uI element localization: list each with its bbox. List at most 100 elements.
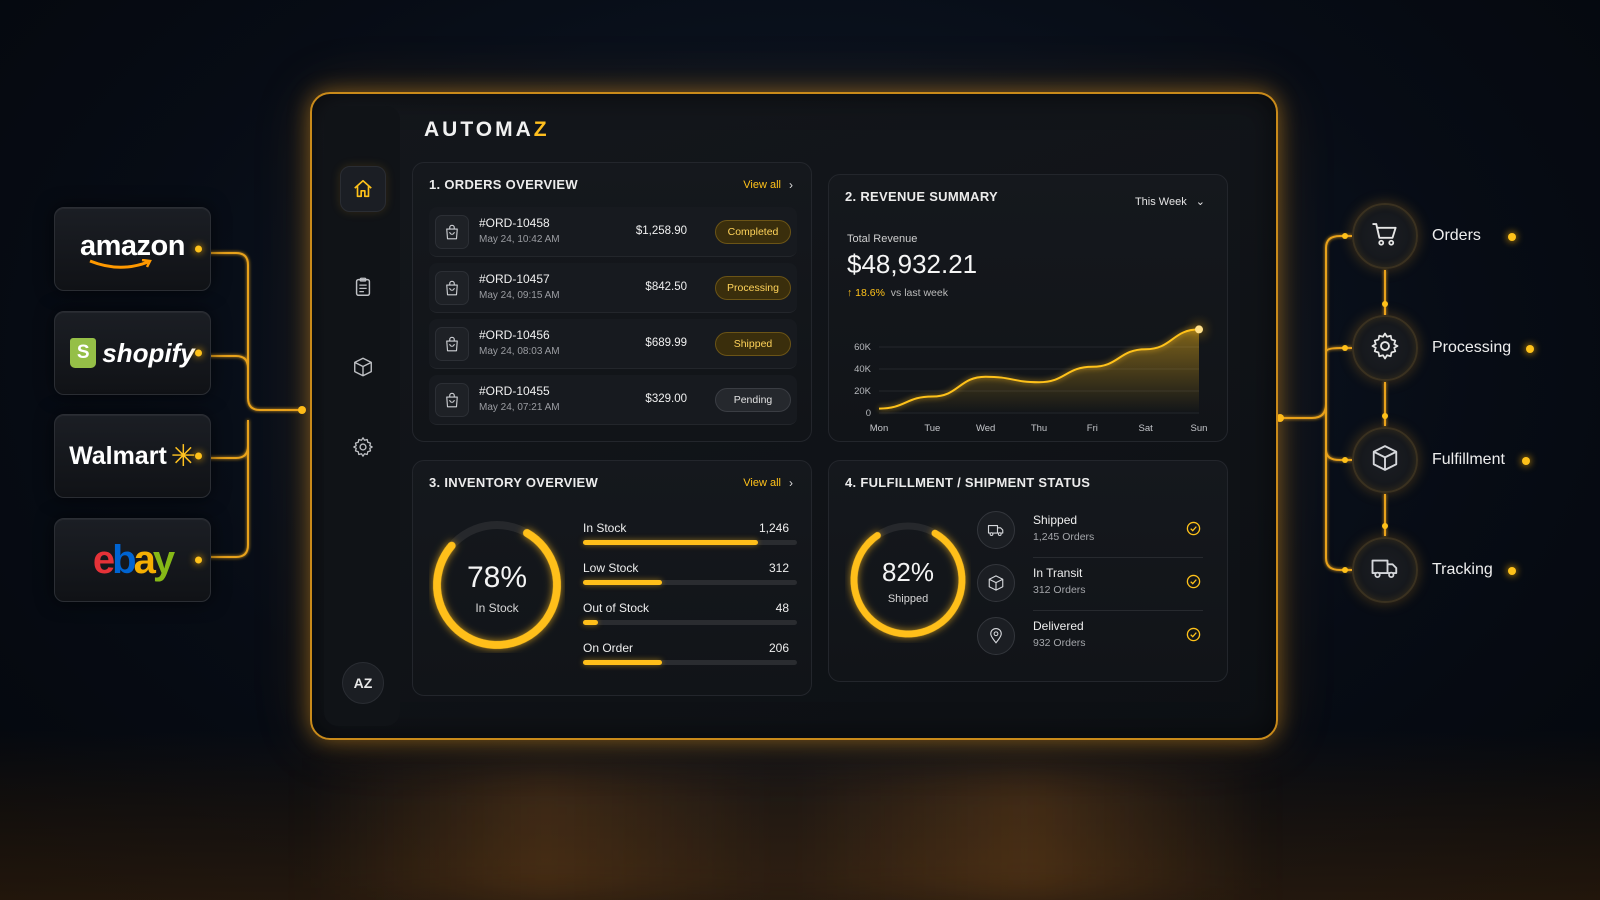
marketplace-ebay[interactable]: ebay [54, 518, 211, 602]
orders-view-all-link[interactable]: View all › [743, 178, 793, 192]
inventory-title: 3. INVENTORY OVERVIEW [429, 475, 599, 490]
shopping-bag-icon [435, 327, 469, 361]
fulfillment-donut-arc [850, 522, 966, 638]
shipment-count: 1,245 Orders [1033, 531, 1095, 543]
amazon-logo: amazon [80, 230, 185, 269]
order-date: May 24, 08:03 AM [479, 346, 560, 357]
shipment-count: 312 Orders [1033, 584, 1086, 596]
revenue-chart: 0 20K 40K 60K Mon Tue Wed Thu Fri Sat Sun [854, 325, 1208, 434]
check-circle-icon [1186, 627, 1201, 642]
connection-dot [195, 349, 202, 357]
avatar[interactable]: AZ [342, 662, 384, 704]
amazon-smile-icon [89, 258, 152, 269]
inventory-view-all-link[interactable]: View all › [743, 476, 793, 490]
inventory-row: Out of Stock 48 [583, 601, 797, 635]
inventory-bar-fill [583, 540, 759, 545]
inventory-row: Low Stock 312 [583, 561, 797, 595]
shopping-bag-icon [435, 383, 469, 417]
sidebar-inventory[interactable] [340, 344, 386, 390]
inventory-row-value: 206 [768, 641, 789, 655]
status-dot [1522, 457, 1530, 465]
orders-title: 1. ORDERS OVERVIEW [429, 177, 578, 192]
gear-icon [353, 437, 373, 457]
pipeline-stage-processing[interactable] [1352, 315, 1418, 381]
order-amount: $1,258.90 [635, 225, 687, 237]
cart-icon [1370, 219, 1400, 254]
marketplace-shopify[interactable]: S shopify [54, 311, 211, 395]
inventory-donut-value: 78% [466, 561, 528, 594]
order-amount: $842.50 [645, 281, 687, 293]
inventory-bar-track [583, 660, 797, 665]
y-tick-label: 20K [854, 386, 872, 397]
shipment-status-name: Delivered [1033, 619, 1084, 633]
inventory-bar-track [583, 620, 797, 625]
y-tick-label: 0 [866, 408, 871, 419]
truck-icon [977, 511, 1015, 549]
shipment-status-name: In Transit [1033, 566, 1083, 580]
inventory-row-name: On Order [583, 641, 634, 655]
order-id: #ORD-10458 [479, 216, 550, 230]
pipeline-stage-orders[interactable] [1352, 203, 1418, 269]
order-amount: $329.00 [645, 393, 687, 405]
sidebar-home[interactable] [340, 166, 386, 212]
fulfillment-donut-value: 82% [881, 557, 935, 587]
check-circle-icon [1186, 521, 1201, 536]
order-row[interactable]: #ORD-10458 May 24, 10:42 AM $1,258.90 Compl… [429, 207, 797, 257]
inventory-row: In Stock 1,246 [583, 521, 797, 555]
ebay-logo: ebay [92, 537, 175, 582]
inventory-row: On Order 206 [583, 641, 797, 675]
shopping-bag-icon [435, 215, 469, 249]
total-revenue-label: Total Revenue [847, 233, 918, 245]
order-date: May 24, 09:15 AM [479, 290, 560, 301]
inventory-row-value: 48 [775, 601, 789, 615]
inventory-donut: 78% In Stock [429, 517, 565, 653]
pipeline-stage-label: Orders [1432, 227, 1481, 244]
total-revenue-value: $48,932.21 [847, 249, 978, 279]
marketplace-amazon[interactable]: amazon [54, 207, 211, 291]
pipeline-stage-label: Processing [1432, 339, 1512, 356]
inventory-row-value: 312 [768, 561, 789, 575]
x-tick-label: Mon [870, 423, 888, 434]
connection-dot [195, 452, 202, 460]
shipment-row[interactable]: In Transit 312 Orders [977, 560, 1207, 608]
gear-icon [1370, 331, 1400, 366]
truck-icon [1370, 553, 1400, 588]
fulfillment-donut: 82% Shipped [845, 517, 966, 643]
x-tick-label: Fri [1087, 423, 1098, 434]
pipeline-stage-tracking[interactable] [1352, 537, 1418, 603]
order-amount: $689.99 [645, 337, 687, 349]
sidebar-settings[interactable] [340, 424, 386, 470]
range-select[interactable]: This Week ⌄ [1134, 196, 1205, 208]
fulfillment-donut-label: Shipped [887, 593, 929, 605]
inventory-bar-track [583, 580, 797, 585]
revenue-area [879, 329, 1199, 413]
order-id: #ORD-10457 [479, 272, 550, 286]
x-tick-label: Sun [1191, 423, 1208, 434]
marketplace-walmart[interactable]: Walmart ✳ [54, 414, 211, 498]
status-badge: Processing [715, 276, 791, 300]
order-row[interactable]: #ORD-10456 May 24, 08:03 AM $689.99 Shipped [429, 319, 797, 369]
order-date: May 24, 07:21 AM [479, 402, 560, 413]
inventory-bar-fill [583, 660, 663, 665]
inventory-row-name: Out of Stock [583, 601, 650, 615]
shipment-row[interactable]: Shipped 1,245 Orders [977, 507, 1207, 555]
order-row[interactable]: #ORD-10457 May 24, 09:15 AM $842.50 Process… [429, 263, 797, 313]
inventory-bar-fill [583, 620, 598, 625]
inventory-overview-card: 3. INVENTORY OVERVIEW View all › 78% In S… [412, 460, 812, 696]
inventory-row-value: 1,246 [758, 521, 789, 535]
app-logo: AUTOMAZ [424, 118, 550, 141]
floor-reflection [0, 730, 1600, 900]
order-date: May 24, 10:42 AM [479, 234, 560, 245]
x-tick-label: Sat [1139, 423, 1154, 434]
order-row[interactable]: #ORD-10455 May 24, 07:21 AM $329.00 Pending [429, 375, 797, 425]
sidebar: AZ [324, 106, 400, 726]
x-tick-label: Wed [976, 423, 995, 434]
pipeline-stage-fulfillment[interactable] [1352, 427, 1418, 493]
sidebar-orders[interactable] [340, 264, 386, 310]
shipment-row[interactable]: Delivered 932 Orders [977, 613, 1207, 661]
chevron-right-icon: › [789, 476, 793, 490]
inventory-donut-arc [433, 521, 561, 650]
walmart-spark-icon: ✳ [170, 439, 196, 473]
shipment-count: 932 Orders [1033, 637, 1086, 649]
fulfillment-title: 4. FULFILLMENT / SHIPMENT STATUS [845, 475, 1091, 490]
